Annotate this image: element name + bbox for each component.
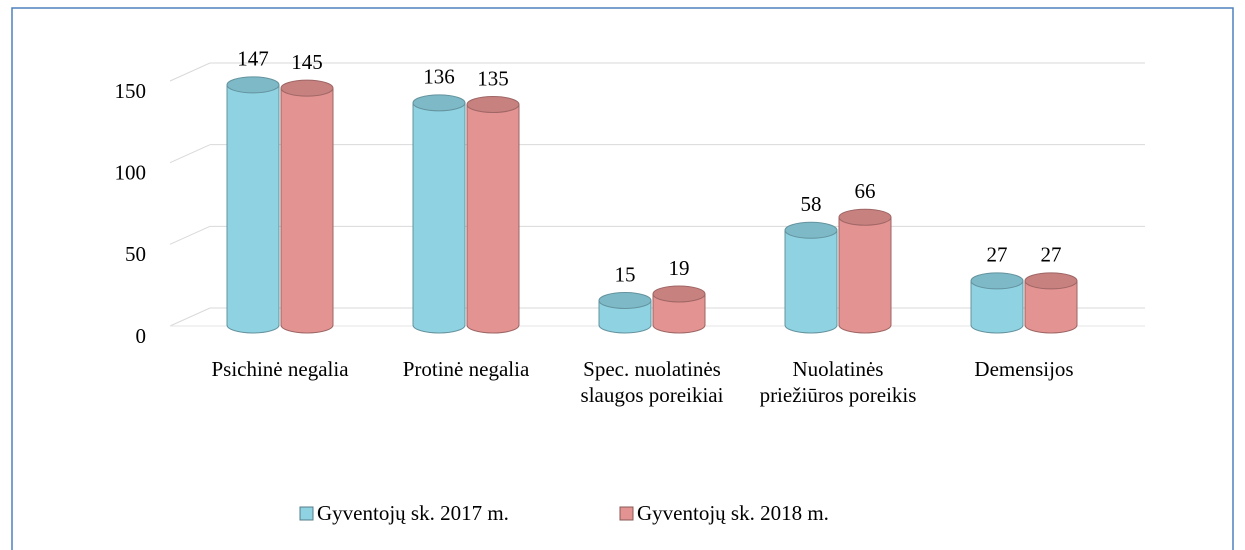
bar-body-cover (281, 88, 333, 326)
bar-top (466, 96, 520, 113)
data-label: 147 (237, 47, 269, 71)
bar-body-cover (785, 230, 837, 325)
bar (784, 221, 838, 334)
bar-body-cover (413, 102, 465, 325)
bar-top (1024, 272, 1078, 290)
bar-body-cover (227, 84, 279, 326)
bar-top (652, 285, 706, 303)
data-label: 135 (477, 66, 509, 90)
bar (280, 79, 334, 334)
bar (970, 272, 1024, 334)
x-tick-label: Psichinė negalia (211, 357, 349, 381)
bar-top (598, 292, 652, 309)
bar (412, 94, 466, 334)
x-tick-label: Demensijos (974, 357, 1074, 381)
data-label: 136 (423, 65, 455, 89)
bar-body-cover (839, 217, 891, 325)
legend-swatch (619, 506, 634, 521)
data-label: 19 (669, 256, 690, 280)
bar-body-cover (467, 104, 519, 325)
bar (652, 285, 706, 334)
bar-top (226, 76, 280, 94)
data-label: 27 (987, 243, 1008, 267)
bar-top (970, 272, 1024, 290)
bar-top (838, 208, 892, 226)
data-label: 27 (1041, 243, 1062, 267)
bar (598, 292, 652, 334)
bar-top (412, 94, 466, 112)
data-label: 66 (855, 179, 876, 203)
grid-line-side (169, 62, 211, 82)
data-label: 145 (291, 50, 323, 74)
x-tick-label: Nuolatinės priežiūros poreikis (759, 357, 917, 407)
grid-line-side (169, 225, 211, 245)
bar (838, 208, 892, 334)
legend-label: Gyventojų sk. 2018 m. (637, 501, 829, 525)
y-tick-label: 0 (136, 324, 147, 348)
bar-top (280, 79, 334, 97)
data-label: 15 (615, 262, 636, 286)
bar-top (784, 221, 838, 239)
x-tick-label: Protinė negalia (402, 357, 530, 381)
bar (226, 76, 280, 334)
x-tick-label: Spec. nuolatinės slaugos poreikiai (580, 357, 724, 407)
data-label: 58 (801, 192, 822, 216)
legend-label: Gyventojų sk. 2017 m. (317, 501, 509, 525)
legend-swatch (299, 506, 314, 521)
bar (1024, 272, 1078, 334)
grid-line-side (169, 307, 211, 327)
bar (466, 96, 520, 334)
grid-line-side (169, 144, 211, 164)
y-tick-label: 50 (125, 242, 146, 266)
y-tick-label: 150 (115, 79, 147, 103)
y-tick-label: 100 (115, 160, 147, 184)
